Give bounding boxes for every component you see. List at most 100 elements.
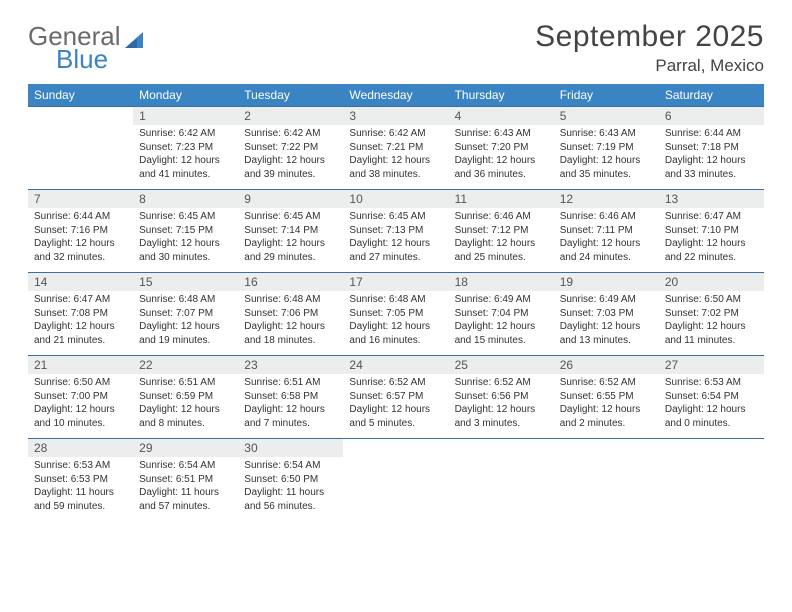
day-number: 4 [449, 107, 554, 125]
title-block: September 2025 Parral, Mexico [535, 20, 764, 76]
day-body: Sunrise: 6:46 AMSunset: 7:11 PMDaylight:… [554, 208, 659, 272]
calendar-week: 7Sunrise: 6:44 AMSunset: 7:16 PMDaylight… [28, 190, 764, 273]
calendar-cell: 12Sunrise: 6:46 AMSunset: 7:11 PMDayligh… [554, 190, 659, 273]
day-body: Sunrise: 6:43 AMSunset: 7:20 PMDaylight:… [449, 125, 554, 189]
calendar-cell [449, 439, 554, 522]
calendar-cell: 5Sunrise: 6:43 AMSunset: 7:19 PMDaylight… [554, 107, 659, 190]
day-body: Sunrise: 6:42 AMSunset: 7:22 PMDaylight:… [238, 125, 343, 189]
calendar-week: 21Sunrise: 6:50 AMSunset: 7:00 PMDayligh… [28, 356, 764, 439]
calendar-cell: 23Sunrise: 6:51 AMSunset: 6:58 PMDayligh… [238, 356, 343, 439]
calendar-cell: 1Sunrise: 6:42 AMSunset: 7:23 PMDaylight… [133, 107, 238, 190]
calendar-cell: 10Sunrise: 6:45 AMSunset: 7:13 PMDayligh… [343, 190, 448, 273]
calendar-cell: 3Sunrise: 6:42 AMSunset: 7:21 PMDaylight… [343, 107, 448, 190]
day-number: 18 [449, 273, 554, 291]
day-body-empty [554, 457, 659, 515]
day-body: Sunrise: 6:53 AMSunset: 6:54 PMDaylight:… [659, 374, 764, 438]
day-body: Sunrise: 6:53 AMSunset: 6:53 PMDaylight:… [28, 457, 133, 521]
day-number: 22 [133, 356, 238, 374]
day-header-saturday: Saturday [659, 84, 764, 107]
day-number-empty [28, 107, 133, 125]
day-body: Sunrise: 6:50 AMSunset: 7:00 PMDaylight:… [28, 374, 133, 438]
day-number-empty [554, 439, 659, 457]
calendar-cell: 17Sunrise: 6:48 AMSunset: 7:05 PMDayligh… [343, 273, 448, 356]
day-number: 3 [343, 107, 448, 125]
brand-sail-icon [123, 30, 147, 52]
day-number-empty [343, 439, 448, 457]
day-body: Sunrise: 6:52 AMSunset: 6:55 PMDaylight:… [554, 374, 659, 438]
page-title: September 2025 [535, 20, 764, 54]
day-number: 14 [28, 273, 133, 291]
day-body: Sunrise: 6:50 AMSunset: 7:02 PMDaylight:… [659, 291, 764, 355]
day-number: 2 [238, 107, 343, 125]
day-body: Sunrise: 6:49 AMSunset: 7:04 PMDaylight:… [449, 291, 554, 355]
calendar-cell: 26Sunrise: 6:52 AMSunset: 6:55 PMDayligh… [554, 356, 659, 439]
day-body: Sunrise: 6:52 AMSunset: 6:56 PMDaylight:… [449, 374, 554, 438]
calendar-week: 14Sunrise: 6:47 AMSunset: 7:08 PMDayligh… [28, 273, 764, 356]
calendar-cell: 4Sunrise: 6:43 AMSunset: 7:20 PMDaylight… [449, 107, 554, 190]
day-number-empty [449, 439, 554, 457]
calendar-cell: 2Sunrise: 6:42 AMSunset: 7:22 PMDaylight… [238, 107, 343, 190]
calendar-cell: 7Sunrise: 6:44 AMSunset: 7:16 PMDaylight… [28, 190, 133, 273]
day-body: Sunrise: 6:44 AMSunset: 7:18 PMDaylight:… [659, 125, 764, 189]
day-body: Sunrise: 6:54 AMSunset: 6:50 PMDaylight:… [238, 457, 343, 521]
day-number: 30 [238, 439, 343, 457]
day-number: 10 [343, 190, 448, 208]
day-body-empty [449, 457, 554, 515]
day-header-sunday: Sunday [28, 84, 133, 107]
day-body: Sunrise: 6:47 AMSunset: 7:08 PMDaylight:… [28, 291, 133, 355]
day-body: Sunrise: 6:46 AMSunset: 7:12 PMDaylight:… [449, 208, 554, 272]
day-number: 28 [28, 439, 133, 457]
calendar-cell: 29Sunrise: 6:54 AMSunset: 6:51 PMDayligh… [133, 439, 238, 522]
day-body: Sunrise: 6:51 AMSunset: 6:59 PMDaylight:… [133, 374, 238, 438]
day-body: Sunrise: 6:48 AMSunset: 7:05 PMDaylight:… [343, 291, 448, 355]
calendar-cell [28, 107, 133, 190]
day-body: Sunrise: 6:48 AMSunset: 7:06 PMDaylight:… [238, 291, 343, 355]
day-number: 5 [554, 107, 659, 125]
day-header-friday: Friday [554, 84, 659, 107]
calendar-cell: 8Sunrise: 6:45 AMSunset: 7:15 PMDaylight… [133, 190, 238, 273]
day-body: Sunrise: 6:51 AMSunset: 6:58 PMDaylight:… [238, 374, 343, 438]
day-header-wednesday: Wednesday [343, 84, 448, 107]
calendar-cell: 25Sunrise: 6:52 AMSunset: 6:56 PMDayligh… [449, 356, 554, 439]
day-body: Sunrise: 6:54 AMSunset: 6:51 PMDaylight:… [133, 457, 238, 521]
day-number: 1 [133, 107, 238, 125]
calendar-cell: 27Sunrise: 6:53 AMSunset: 6:54 PMDayligh… [659, 356, 764, 439]
day-number: 8 [133, 190, 238, 208]
calendar-cell [659, 439, 764, 522]
day-number: 12 [554, 190, 659, 208]
day-number: 20 [659, 273, 764, 291]
calendar-cell: 13Sunrise: 6:47 AMSunset: 7:10 PMDayligh… [659, 190, 764, 273]
calendar-cell: 11Sunrise: 6:46 AMSunset: 7:12 PMDayligh… [449, 190, 554, 273]
day-number: 13 [659, 190, 764, 208]
day-header-row: SundayMondayTuesdayWednesdayThursdayFrid… [28, 84, 764, 107]
day-number: 23 [238, 356, 343, 374]
day-number: 24 [343, 356, 448, 374]
calendar-cell: 16Sunrise: 6:48 AMSunset: 7:06 PMDayligh… [238, 273, 343, 356]
day-body: Sunrise: 6:44 AMSunset: 7:16 PMDaylight:… [28, 208, 133, 272]
calendar-cell: 14Sunrise: 6:47 AMSunset: 7:08 PMDayligh… [28, 273, 133, 356]
calendar-cell: 6Sunrise: 6:44 AMSunset: 7:18 PMDaylight… [659, 107, 764, 190]
day-body: Sunrise: 6:48 AMSunset: 7:07 PMDaylight:… [133, 291, 238, 355]
calendar-table: SundayMondayTuesdayWednesdayThursdayFrid… [28, 84, 764, 521]
day-number: 17 [343, 273, 448, 291]
page-header: General Blue September 2025 Parral, Mexi… [28, 20, 764, 76]
day-body: Sunrise: 6:45 AMSunset: 7:15 PMDaylight:… [133, 208, 238, 272]
day-body: Sunrise: 6:42 AMSunset: 7:21 PMDaylight:… [343, 125, 448, 189]
day-body-empty [659, 457, 764, 515]
calendar-cell: 28Sunrise: 6:53 AMSunset: 6:53 PMDayligh… [28, 439, 133, 522]
day-body: Sunrise: 6:45 AMSunset: 7:14 PMDaylight:… [238, 208, 343, 272]
day-header-thursday: Thursday [449, 84, 554, 107]
calendar-body: 1Sunrise: 6:42 AMSunset: 7:23 PMDaylight… [28, 107, 764, 522]
day-number: 6 [659, 107, 764, 125]
day-header-tuesday: Tuesday [238, 84, 343, 107]
day-body: Sunrise: 6:43 AMSunset: 7:19 PMDaylight:… [554, 125, 659, 189]
day-number: 9 [238, 190, 343, 208]
day-body: Sunrise: 6:49 AMSunset: 7:03 PMDaylight:… [554, 291, 659, 355]
day-number: 25 [449, 356, 554, 374]
day-body: Sunrise: 6:45 AMSunset: 7:13 PMDaylight:… [343, 208, 448, 272]
calendar-cell: 15Sunrise: 6:48 AMSunset: 7:07 PMDayligh… [133, 273, 238, 356]
day-number: 7 [28, 190, 133, 208]
calendar-cell: 21Sunrise: 6:50 AMSunset: 7:00 PMDayligh… [28, 356, 133, 439]
day-number: 21 [28, 356, 133, 374]
calendar-cell: 24Sunrise: 6:52 AMSunset: 6:57 PMDayligh… [343, 356, 448, 439]
